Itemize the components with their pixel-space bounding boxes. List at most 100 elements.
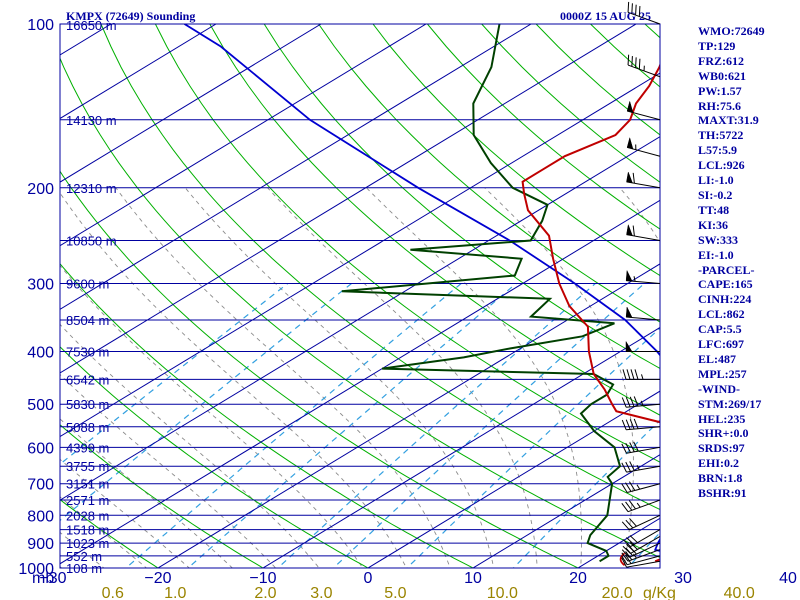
index-line: TP:129 <box>698 38 736 53</box>
index-line: EHI:0.2 <box>698 456 740 471</box>
temperature-tick-label: −30 <box>39 570 66 587</box>
height-label: 3151 m <box>66 477 109 492</box>
index-line: RH:75.6 <box>698 98 741 113</box>
dry-adiabat <box>60 424 264 568</box>
index-line: SW:333 <box>698 232 739 247</box>
mixing-ratio-label: 20.0 <box>602 585 633 600</box>
wind-barbs <box>621 1 661 568</box>
dry-adiabat <box>60 262 475 568</box>
temperature-tick-label: 30 <box>674 570 692 587</box>
height-label: 552 m <box>66 549 102 564</box>
index-line: BRN:1.8 <box>698 471 743 486</box>
isotherm <box>157 263 660 568</box>
pressure-tick-label: 600 <box>27 440 54 457</box>
wind-barb <box>626 100 661 121</box>
index-line: -WIND- <box>698 381 740 396</box>
height-label: 7530 m <box>66 345 109 360</box>
isotherm <box>60 136 660 501</box>
mixing-ratio-label: 1.0 <box>164 585 186 600</box>
height-label: 6542 m <box>66 372 109 387</box>
wind-barb <box>626 223 661 241</box>
dry-adiabat <box>60 499 159 568</box>
mixing-ratio-line <box>60 283 288 465</box>
valid-time: 0000Z 15 AUG 25 <box>560 9 652 23</box>
isotherm <box>0 24 6 580</box>
plot-area <box>0 24 660 580</box>
mixing-ratio-label: 5.0 <box>384 585 406 600</box>
moist-adiabat <box>366 187 582 568</box>
wind-barb <box>622 536 661 554</box>
parcel-trace <box>184 24 660 552</box>
pressure-tick-label: 400 <box>27 345 54 362</box>
index-line: TH:5722 <box>698 128 744 143</box>
wind-barb <box>621 549 661 562</box>
pressure-tick-label: 700 <box>27 477 54 494</box>
wind-barb <box>625 269 661 285</box>
height-label: 3755 m <box>66 459 109 474</box>
index-line: L57:5.9 <box>698 143 737 158</box>
index-line: EI:-1.0 <box>698 247 734 262</box>
height-label: 10850 m <box>66 233 117 248</box>
index-line: MAXT:31.9 <box>698 113 759 128</box>
index-line: LCL:926 <box>698 158 745 173</box>
pressure-tick-label: 800 <box>27 508 54 525</box>
mixing-ratio-label: 40.0 <box>724 585 755 600</box>
index-line: WB0:621 <box>698 68 746 83</box>
height-label: 5830 m <box>66 397 109 412</box>
isotherm <box>60 199 660 565</box>
index-line: MPL:257 <box>698 366 747 381</box>
moist-adiabat <box>60 458 190 568</box>
isotherm <box>262 326 660 568</box>
mixing-ratio-line <box>277 283 596 568</box>
dry-adiabat <box>0 24 70 580</box>
mixing-ratio-line <box>187 283 517 568</box>
wind-barb <box>625 340 660 353</box>
dry-adiabat <box>372 24 660 277</box>
plot-frame <box>59 23 661 569</box>
isotherm <box>367 390 660 568</box>
moist-adiabat <box>115 187 451 568</box>
wind-barb <box>621 461 661 473</box>
temperature-tick-label: 0 <box>364 570 373 587</box>
height-label: 5088 m <box>66 420 109 435</box>
index-line: WMO:72649 <box>698 24 765 38</box>
pressure-tick-label: 300 <box>27 277 54 294</box>
dry-adiabat <box>100 24 660 511</box>
mixing-ratio-label: 3.0 <box>310 585 332 600</box>
dry-adiabat <box>318 24 660 323</box>
isotherm <box>60 24 322 183</box>
wind-barb <box>621 481 661 494</box>
moist-adiabat <box>60 418 233 568</box>
wind-barb <box>622 369 660 380</box>
mixing-ratio-unit: g/Kg <box>643 585 676 600</box>
isotherm <box>60 24 427 247</box>
isotherm <box>60 24 217 120</box>
chart-title: KMPX (72649) Sounding <box>66 9 196 23</box>
pressure-tick-label: 900 <box>27 536 54 553</box>
index-line: SHR+:0.0 <box>698 426 749 441</box>
wind-barb <box>627 54 661 78</box>
height-label: 4399 m <box>66 440 109 455</box>
wind-barb <box>621 418 661 431</box>
temperature-tick-label: 40 <box>779 570 797 587</box>
wind-barb <box>621 557 661 568</box>
temperature-trace <box>521 62 660 563</box>
pressure-tick-label: 100 <box>27 17 54 34</box>
wind-barb <box>627 1 661 25</box>
wind-barb <box>626 171 661 189</box>
height-label: 2028 m <box>66 508 109 523</box>
index-line: SI:-0.2 <box>698 187 733 202</box>
height-label: 12310 m <box>66 181 117 196</box>
mixing-ratio-label: 2.0 <box>254 585 276 600</box>
dry-adiabat <box>154 24 660 463</box>
index-line: STM:269/17 <box>698 396 762 411</box>
height-label-top: 16650 m <box>66 18 117 33</box>
dry-adiabat <box>60 170 580 568</box>
temperature-tick-label: −10 <box>249 570 276 587</box>
index-line: CAP:5.5 <box>698 322 742 337</box>
moist-adiabat <box>60 192 407 568</box>
height-label: 9600 m <box>66 277 109 292</box>
temperature-tick-label: −20 <box>144 570 171 587</box>
wind-barb <box>621 499 661 513</box>
